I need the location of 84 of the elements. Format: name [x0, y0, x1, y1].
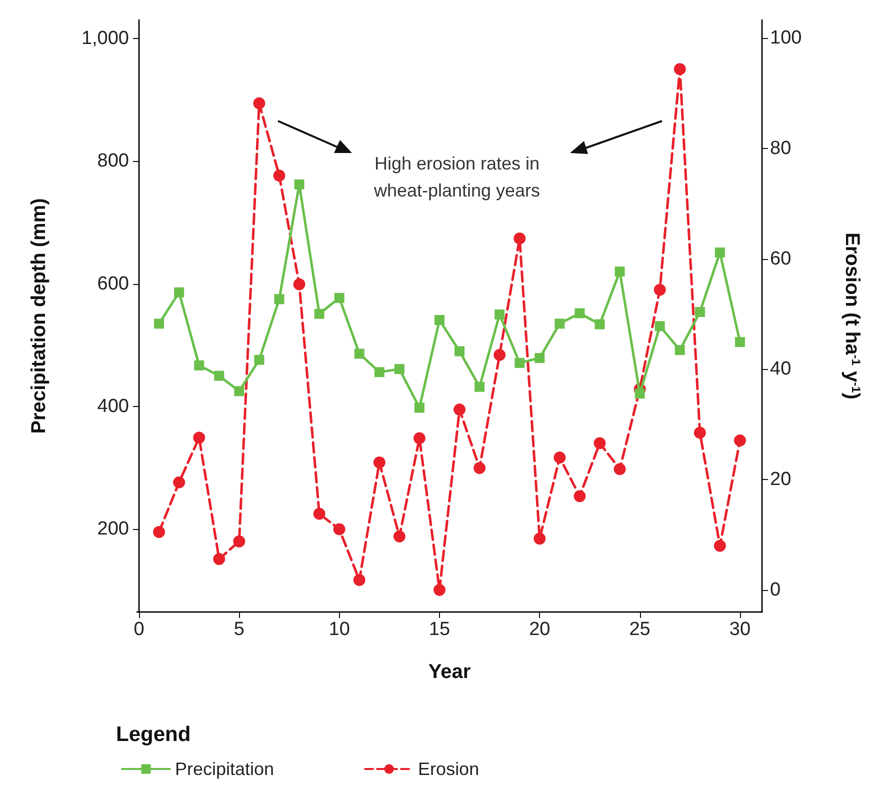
- y-tick-label: 800: [97, 150, 129, 172]
- point: [373, 456, 386, 468]
- y2-tick-label: 40: [770, 358, 792, 380]
- point: [454, 404, 466, 416]
- y-tick-label: 200: [97, 518, 129, 540]
- point: [233, 535, 246, 548]
- point: [173, 476, 186, 488]
- point: [674, 63, 686, 76]
- point: [313, 508, 326, 520]
- point: [474, 382, 485, 392]
- point: [454, 346, 465, 356]
- point: [153, 526, 166, 538]
- point: [654, 284, 666, 296]
- point: [534, 353, 545, 364]
- point: [694, 307, 705, 318]
- point: [253, 97, 266, 110]
- annotation: High erosion rates in wheat-planting years: [372, 154, 540, 200]
- legend-title: Legend: [116, 723, 191, 746]
- point: [354, 348, 364, 359]
- point: [234, 386, 244, 396]
- point: [734, 337, 745, 348]
- point: [273, 170, 286, 182]
- y-tick-label: 1,000: [81, 28, 129, 49]
- point: [554, 318, 565, 329]
- point: [274, 294, 284, 304]
- point: [193, 432, 206, 444]
- point: [394, 364, 404, 374]
- y2-tick-label: 80: [770, 138, 792, 160]
- x-tick-label: 25: [629, 619, 650, 640]
- y-axis-title: Precipitation depth (mm): [28, 198, 50, 434]
- point: [554, 452, 566, 464]
- x-tick-label: 5: [234, 619, 244, 640]
- point: [594, 319, 605, 330]
- point: [433, 584, 446, 596]
- point: [154, 318, 164, 329]
- point: [214, 370, 224, 381]
- point: [714, 248, 725, 258]
- point: [574, 490, 586, 502]
- y2-tick-label: 60: [770, 248, 792, 270]
- point: [494, 309, 505, 320]
- x-tick-label: 20: [529, 619, 550, 640]
- y-tick-label: 400: [97, 396, 129, 417]
- point: [694, 426, 706, 439]
- x-tick-label: 15: [428, 619, 450, 640]
- point: [614, 463, 626, 476]
- point: [574, 308, 585, 318]
- x-tick-label: 0: [134, 619, 144, 640]
- point: [254, 354, 264, 365]
- point: [654, 321, 665, 332]
- point: [514, 358, 525, 368]
- point: [213, 553, 226, 566]
- point: [534, 532, 546, 545]
- y2-tick-label: 20: [770, 469, 792, 490]
- x-tick-label: 10: [328, 619, 350, 640]
- x-axis-title: Year: [428, 661, 471, 683]
- y-tick-label: 600: [97, 273, 129, 294]
- y2-tick-label: 0: [770, 579, 781, 600]
- point: [414, 402, 424, 413]
- point: [494, 348, 506, 361]
- point: [174, 287, 184, 298]
- point: [594, 437, 606, 450]
- point: [674, 345, 685, 356]
- point: [734, 434, 746, 446]
- point: [413, 432, 426, 444]
- point: [194, 360, 204, 370]
- y2-tick-label: 100: [770, 28, 802, 49]
- point: [434, 314, 444, 325]
- point: [474, 462, 486, 474]
- point: [614, 266, 625, 277]
- point: [514, 232, 526, 244]
- point: [353, 574, 366, 586]
- point: [333, 523, 346, 536]
- point: [374, 367, 384, 378]
- y2-axis-title: Erosion (t ha-1 y-1): [841, 232, 863, 400]
- point: [634, 388, 645, 399]
- x-tick-label: 30: [729, 619, 751, 640]
- point: [714, 540, 726, 552]
- point: [334, 292, 344, 303]
- point: [294, 179, 304, 190]
- point: [293, 278, 306, 290]
- legend-label: Erosion: [418, 759, 480, 779]
- point: [393, 530, 406, 542]
- point: [314, 308, 324, 319]
- legend-label: Precipitation: [175, 759, 274, 779]
